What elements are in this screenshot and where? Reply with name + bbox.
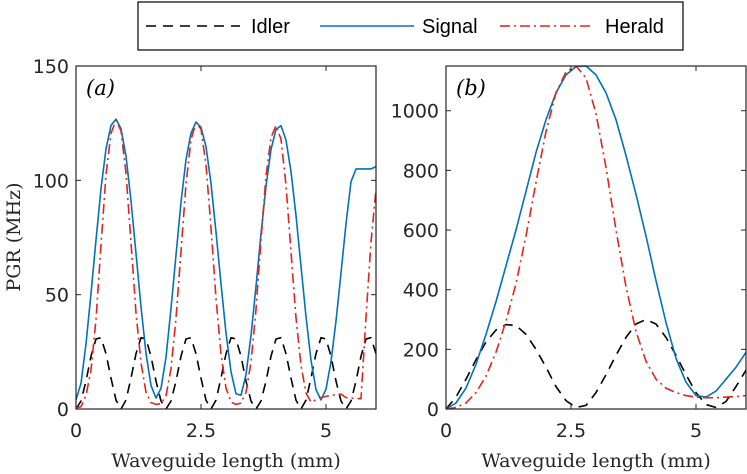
series-line-b-signal <box>445 65 747 410</box>
ytick-label-b-4: 800 <box>403 160 439 182</box>
panel-b: 0 2.5 5 0 200 400 600 800 1000 (b) Waveguide len… <box>391 65 747 472</box>
legend-label-idler: Idler <box>251 16 290 38</box>
series-line-b-idler <box>445 318 747 410</box>
ytick-label-b-0: 0 <box>427 399 439 421</box>
panel-b-series <box>445 65 747 410</box>
panel-b-ticks: 0 2.5 5 0 200 400 600 800 1000 <box>391 66 746 442</box>
panel-a-axes-box <box>75 65 377 410</box>
series-line-a-idler <box>75 336 377 410</box>
xtick-label-b-0: 0 <box>440 420 452 442</box>
ytick-label-a-3: 150 <box>33 56 69 78</box>
series-line-a-signal <box>75 118 377 401</box>
series-line-b-herald <box>445 65 747 410</box>
series-line-a-herald <box>75 119 377 409</box>
ytick-label-b-5: 1000 <box>391 101 439 123</box>
ytick-label-a-1: 50 <box>45 285 69 307</box>
xtick-label-a-0: 0 <box>70 420 82 442</box>
xtick-label-b-2: 5 <box>690 420 702 442</box>
legend-label-signal: Signal <box>422 16 478 38</box>
ytick-label-a-0: 0 <box>57 399 69 421</box>
panel-b-label: (b) <box>456 76 486 100</box>
xtick-label-a-1: 2.5 <box>186 420 216 442</box>
legend: Idler Signal Herald <box>137 1 684 51</box>
xtick-label-b-1: 2.5 <box>556 420 586 442</box>
panel-a-ylabel: PGR (MHz) <box>3 182 25 291</box>
ytick-label-b-3: 600 <box>403 220 439 242</box>
panel-b-axes-box <box>445 65 747 410</box>
ytick-label-a-2: 100 <box>33 170 69 192</box>
legend-label-herald: Herald <box>605 16 664 38</box>
panel-a-series <box>75 118 377 410</box>
ytick-label-b-1: 200 <box>403 339 439 361</box>
xtick-label-a-2: 5 <box>320 420 332 442</box>
panel-a-xlabel: Waveguide length (mm) <box>111 450 341 472</box>
panel-b-xlabel: Waveguide length (mm) <box>481 450 711 472</box>
panel-a-label: (a) <box>86 76 115 100</box>
ytick-label-b-2: 400 <box>403 280 439 302</box>
panel-b-background <box>446 66 746 409</box>
